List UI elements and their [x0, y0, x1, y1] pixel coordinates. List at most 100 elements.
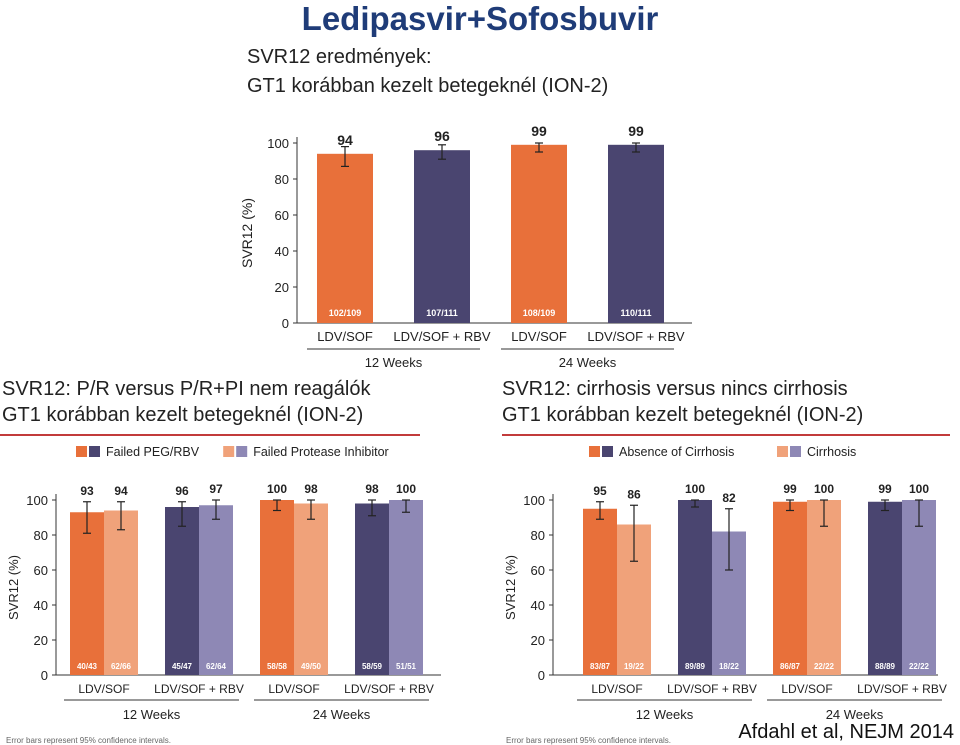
right-group-label: 12 Weeks	[636, 707, 694, 722]
right-count-label: 83/87	[590, 662, 611, 671]
right-y-tick-label: 100	[523, 493, 545, 508]
left-count-label: 49/50	[301, 662, 322, 671]
top-category-label: LDV/SOF	[317, 329, 373, 344]
top-y-axis-label: SVR12 (%)	[239, 198, 255, 268]
top-count-label: 110/111	[620, 308, 651, 318]
right-divider	[502, 434, 950, 436]
citation: Afdahl et al, NEJM 2014	[738, 721, 954, 743]
right-value-label: 100	[685, 482, 705, 496]
top-category-label: LDV/SOF + RBV	[393, 329, 490, 344]
left-bar	[104, 510, 138, 675]
left-footnote: Error bars represent 95% confidence inte…	[6, 736, 171, 745]
left-y-tick-label: 20	[34, 633, 48, 648]
left-category-label: LDV/SOF + RBV	[344, 682, 434, 696]
left-legend-swatch	[76, 446, 87, 457]
top-count-label: 107/111	[426, 308, 458, 318]
top-y-tick-label: 80	[275, 172, 289, 187]
right-category-label: LDV/SOF + RBV	[857, 682, 947, 696]
top-y-tick-label: 40	[275, 244, 289, 259]
right-group-label: 24 Weeks	[826, 707, 884, 722]
left-legend-swatch	[89, 446, 100, 457]
left-bar	[260, 500, 294, 675]
right-bar	[807, 500, 841, 675]
top-group-label: 12 Weeks	[365, 355, 423, 370]
left-group-label: 12 Weeks	[123, 707, 181, 722]
right-count-label: 19/22	[624, 662, 645, 671]
left-count-label: 58/59	[362, 662, 383, 671]
top-value-label: 96	[434, 128, 450, 144]
right-count-label: 89/89	[685, 662, 706, 671]
left-category-label: LDV/SOF	[78, 682, 129, 696]
right-value-label: 95	[593, 484, 607, 498]
right-value-label: 100	[909, 482, 929, 496]
top-value-label: 94	[337, 132, 353, 148]
right-count-label: 18/22	[719, 662, 740, 671]
left-value-label: 98	[365, 482, 379, 496]
left-legend-swatch	[223, 446, 235, 457]
right-bar	[868, 501, 902, 675]
left-legend-label: Failed PEG/RBV	[106, 445, 200, 459]
left-bar	[355, 503, 389, 675]
left-category-label: LDV/SOF	[268, 682, 319, 696]
left-y-tick-label: 40	[34, 598, 48, 613]
right-value-label: 99	[878, 482, 892, 496]
right-y-tick-label: 20	[531, 633, 545, 648]
right-category-label: LDV/SOF	[591, 682, 642, 696]
left-y-tick-label: 60	[34, 563, 48, 578]
left-divider	[0, 434, 420, 436]
top-bar	[317, 153, 373, 323]
top-value-label: 99	[531, 123, 547, 139]
left-legend-label: Failed Protease Inhibitor	[253, 445, 389, 459]
right-legend-swatch	[790, 446, 801, 457]
top-subtitle-1: SVR12 eredmények:	[247, 46, 432, 68]
left-count-label: 58/58	[267, 662, 288, 671]
top-subtitle-2: GT1 korábban kezelt betegeknél (ION-2)	[247, 75, 609, 97]
left-value-label: 93	[80, 484, 94, 498]
top-category-label: LDV/SOF	[511, 329, 567, 344]
left-group-label: 24 Weeks	[313, 707, 371, 722]
left-count-label: 40/43	[77, 662, 98, 671]
left-y-axis-label: SVR12 (%)	[6, 555, 21, 620]
right-bar	[902, 500, 936, 675]
left-bar	[70, 512, 104, 675]
left-category-label: LDV/SOF + RBV	[154, 682, 244, 696]
left-value-label: 96	[175, 484, 189, 498]
right-y-tick-label: 80	[531, 528, 545, 543]
top-bar	[608, 144, 664, 323]
top-y-tick-label: 60	[275, 208, 289, 223]
top-group-label: 24 Weeks	[559, 355, 617, 370]
right-legend-label: Cirrhosis	[807, 445, 856, 459]
right-count-label: 86/87	[780, 662, 801, 671]
right-value-label: 99	[783, 482, 797, 496]
right-bar	[583, 508, 617, 675]
top-value-label: 99	[628, 123, 644, 139]
right-value-label: 86	[627, 487, 641, 501]
left-bar	[165, 507, 199, 675]
left-legend-swatch	[236, 446, 248, 457]
left-y-tick-label: 80	[34, 528, 48, 543]
right-legend-swatch	[602, 446, 613, 457]
right-bar	[773, 501, 807, 675]
left-count-label: 62/66	[111, 662, 132, 671]
left-bar	[389, 500, 423, 675]
right-y-axis-label: SVR12 (%)	[503, 555, 518, 620]
top-y-tick-label: 20	[275, 280, 289, 295]
right-footnote: Error bars represent 95% confidence inte…	[506, 736, 671, 745]
main-title: Ledipasvir+Sofosbuvir	[301, 0, 659, 37]
right-count-label: 22/22	[814, 662, 835, 671]
left-value-label: 98	[304, 482, 318, 496]
right-value-label: 82	[722, 491, 736, 505]
left-value-label: 100	[267, 482, 287, 496]
left-value-label: 94	[114, 484, 128, 498]
top-bar	[511, 144, 567, 323]
left-count-label: 51/51	[396, 662, 417, 671]
top-y-tick-label: 100	[267, 136, 289, 151]
right-legend-label: Absence of Cirrhosis	[619, 445, 734, 459]
top-y-tick-label: 0	[282, 316, 289, 331]
right-category-label: LDV/SOF + RBV	[667, 682, 757, 696]
right-subtitle-2: GT1 korábban kezelt betegeknél (ION-2)	[502, 404, 864, 426]
right-category-label: LDV/SOF	[781, 682, 832, 696]
right-legend-swatch	[589, 446, 600, 457]
